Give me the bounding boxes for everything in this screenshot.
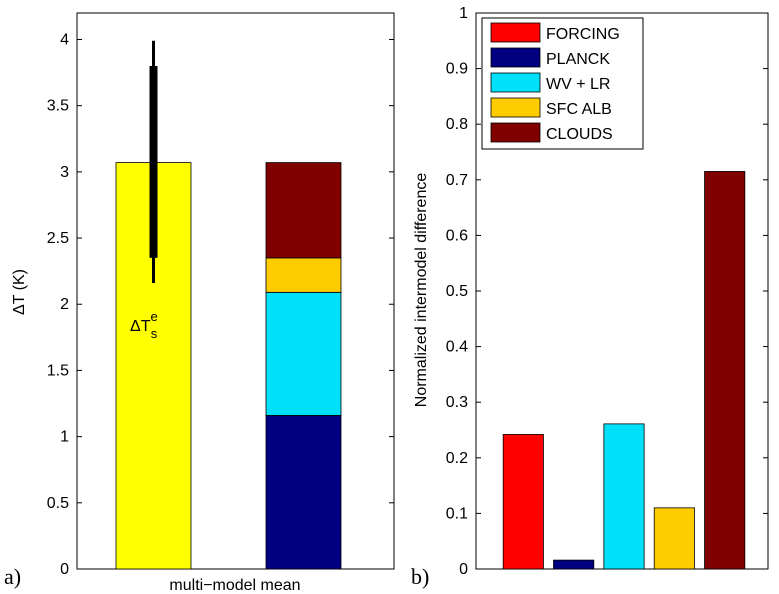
legend-swatch (490, 97, 541, 118)
y-tick-label: 0.7 (446, 172, 468, 189)
panel-a-y-ticks: 0 0.5 1 1.5 2 2.5 3 3.5 4 (47, 31, 394, 578)
y-tick-label: 0.8 (446, 116, 468, 133)
stacked-segment-clouds (265, 162, 342, 259)
stacked-segment-planck (265, 415, 342, 570)
y-tick-label: 0.5 (446, 283, 468, 300)
legend-swatch (490, 72, 541, 93)
legend-label: SFC ALB (546, 101, 612, 118)
y-tick-label: 2 (60, 296, 69, 313)
y-tick-label: 0.3 (446, 394, 468, 411)
panel-a-ylabel: ΔT (K) (11, 269, 28, 315)
stacked-segment-wv-lr (265, 291, 342, 416)
y-tick-label: 0.1 (446, 505, 468, 522)
bar-planck (553, 559, 595, 570)
y-tick-label: 0 (60, 561, 69, 578)
y-tick-label: 0.6 (446, 227, 468, 244)
panel-b: 0 0.1 0.2 0.3 0.4 0.5 0.6 0.7 0.8 0.9 1 Normalized… (411, 5, 769, 589)
panel-a-letter: a) (4, 564, 21, 589)
y-tick-label: 1 (60, 429, 69, 446)
panel-a-axes-box (76, 12, 395, 570)
legend-label: WV + LR (546, 76, 610, 93)
panel-b-ylabel: Normalized intermodel difference (413, 173, 430, 408)
panel-a: 0 0.5 1 1.5 2 2.5 3 3.5 4 multi−model mean ΔT (K… (4, 12, 395, 594)
y-tick-label: 2.5 (47, 230, 69, 247)
stacked-segment-sfc-alb (265, 257, 342, 293)
y-tick-label: 0.4 (446, 339, 468, 356)
panel-b-y-ticks: 0 0.1 0.2 0.3 0.4 0.5 0.6 0.7 0.8 0.9 1 (446, 5, 768, 578)
y-tick-label: 0.5 (47, 495, 69, 512)
legend-label: CLOUDS (546, 126, 613, 143)
legend-label: FORCING (546, 26, 620, 43)
bar-clouds (704, 171, 746, 570)
y-tick-label: 4 (60, 31, 69, 48)
legend-swatch (490, 22, 541, 43)
panel-b-legend: FORCING PLANCK WV + LR SFC ALB CLOUDS (481, 17, 644, 150)
panel-b-letter: b) (411, 564, 429, 589)
legend-swatch (490, 47, 541, 68)
panel-b-bars (502, 171, 746, 570)
y-tick-label: 1.5 (47, 362, 69, 379)
y-tick-label: 0.9 (446, 61, 468, 78)
bar-sfc-alb (653, 507, 695, 570)
y-tick-label: 3.5 (47, 98, 69, 115)
y-tick-label: 1 (459, 5, 468, 22)
y-tick-label: 0 (459, 561, 468, 578)
bar-annotation-dTse: ΔTe s (130, 309, 158, 341)
panel-a-bars (115, 40, 342, 570)
bar-forcing (502, 434, 544, 570)
legend-label: PLANCK (546, 51, 610, 68)
panel-a-xlabel: multi−model mean (169, 577, 300, 594)
y-tick-label: 0.2 (446, 450, 468, 467)
y-tick-label: 3 (60, 164, 69, 181)
legend-swatch (490, 122, 541, 143)
bar-wv-lr (603, 423, 645, 570)
